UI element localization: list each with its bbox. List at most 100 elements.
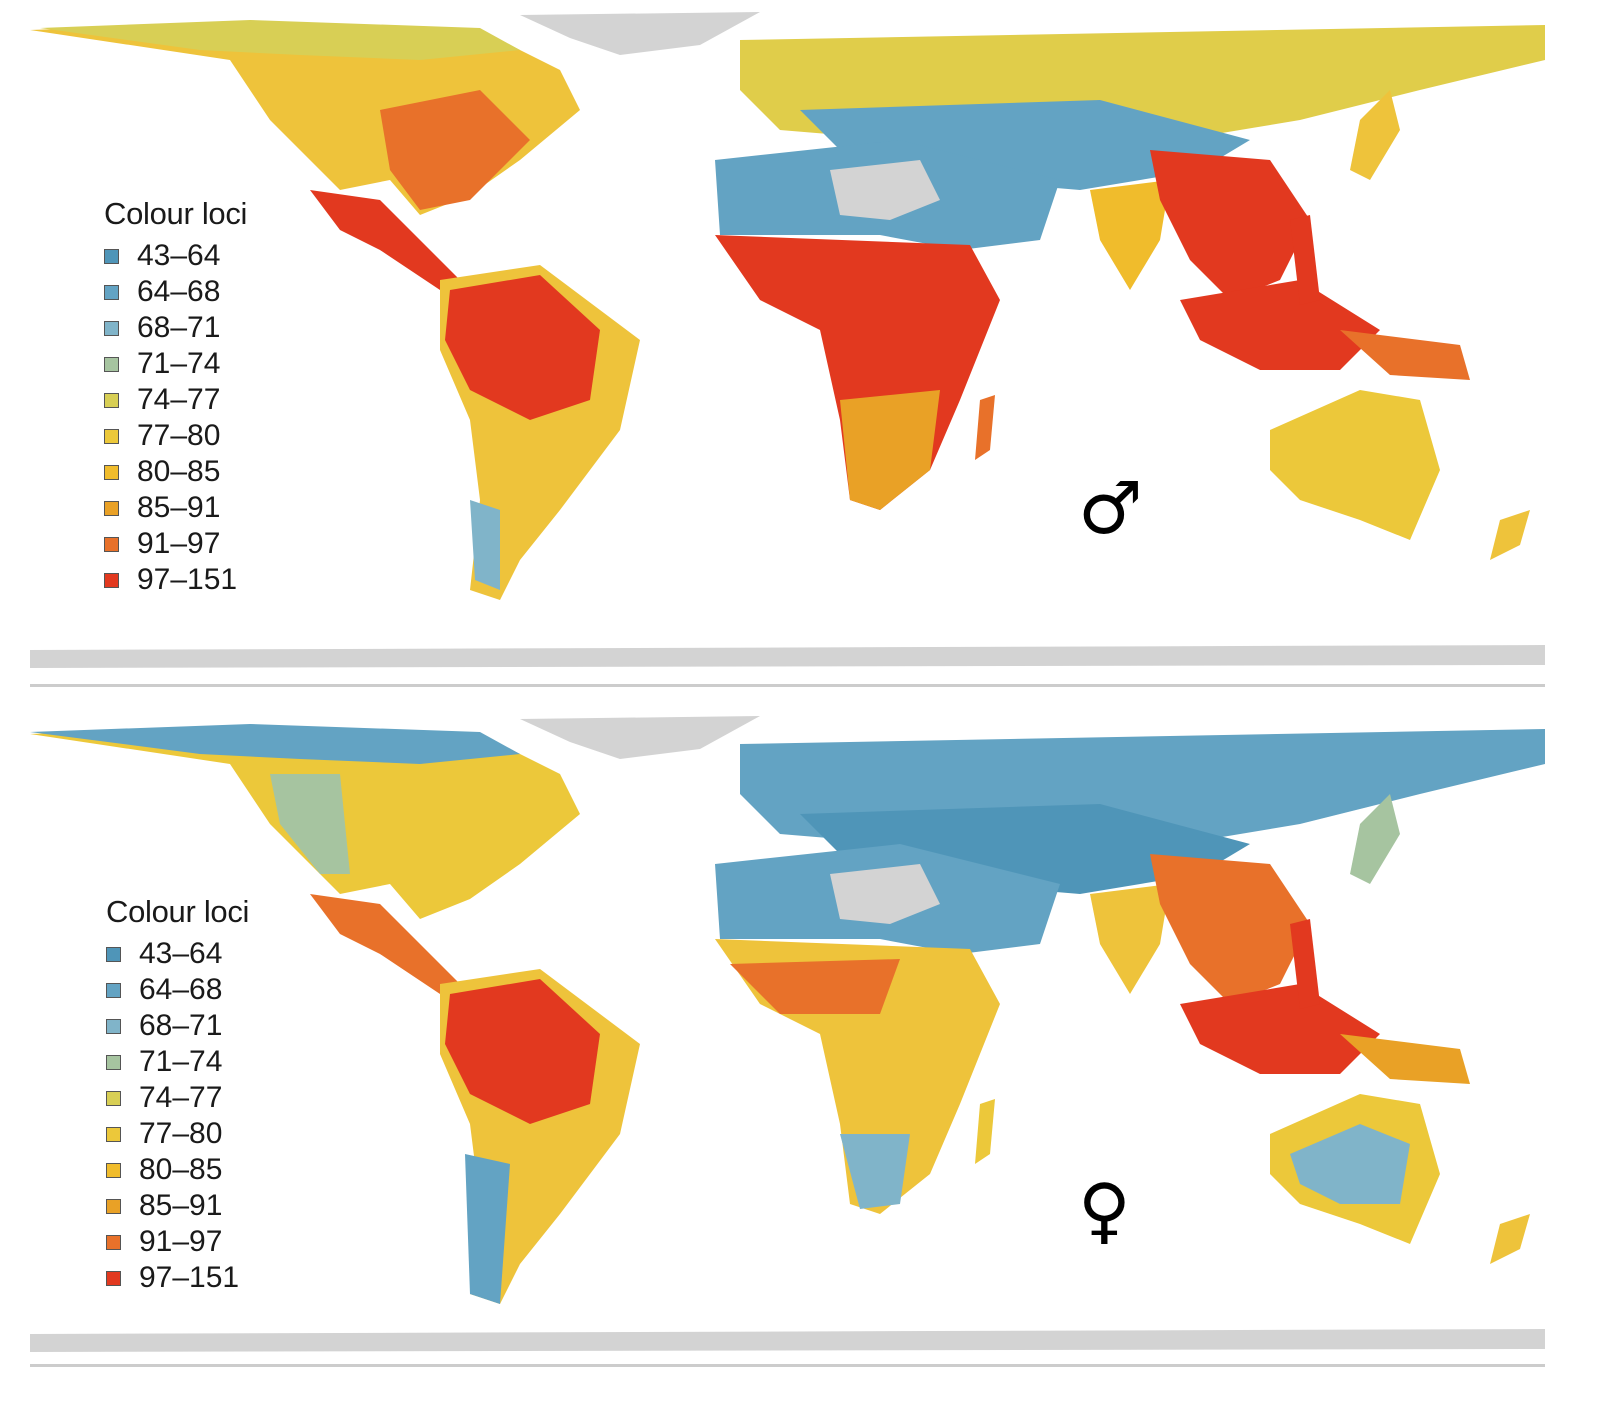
southeast-asia xyxy=(1150,854,1310,1004)
southern-africa xyxy=(840,390,940,510)
legend-swatch xyxy=(106,946,121,962)
legend-label: 97–151 xyxy=(137,563,238,596)
legend-swatch xyxy=(104,536,119,552)
legend-label: 97–151 xyxy=(139,1261,240,1294)
philippines xyxy=(1290,215,1320,305)
legend-label: 74–77 xyxy=(139,1081,223,1114)
legend-swatch xyxy=(106,1162,121,1178)
indonesia xyxy=(1180,984,1380,1074)
legend-title: Colour loci xyxy=(106,894,250,929)
legend-label: 64–68 xyxy=(137,275,221,308)
amazon xyxy=(445,275,600,420)
legend-label: 77–80 xyxy=(139,1117,223,1150)
greenland xyxy=(520,716,760,759)
south-america-south xyxy=(465,1154,510,1304)
legend-item: 97–151 xyxy=(104,562,247,598)
legend-swatch xyxy=(106,1090,121,1106)
legend-male: Colour loci 43–64 64–68 68–71 71–74 74–7… xyxy=(104,196,247,598)
legend-label: 77–80 xyxy=(137,419,221,452)
legend-item: 64–68 xyxy=(106,972,249,1008)
legend-label: 43–64 xyxy=(139,937,223,970)
legend-swatch xyxy=(104,356,119,372)
legend-item: 77–80 xyxy=(104,418,247,454)
female-symbol-icon: ♀ xyxy=(1078,1168,1131,1252)
legend-item: 85–91 xyxy=(106,1188,249,1224)
legend-female: Colour loci 43–64 64–68 68–71 71–74 74–7… xyxy=(106,894,249,1296)
panel-divider xyxy=(30,1364,1545,1367)
legend-label: 80–85 xyxy=(139,1153,223,1186)
north-america-north xyxy=(40,20,520,60)
central-america xyxy=(310,894,460,994)
legend-label: 91–97 xyxy=(137,527,221,560)
legend-item: 97–151 xyxy=(106,1260,249,1296)
amazon xyxy=(445,979,600,1124)
legend-label: 71–74 xyxy=(139,1045,223,1078)
legend-item: 91–97 xyxy=(104,526,247,562)
world-map-female xyxy=(30,716,1545,1367)
central-america xyxy=(310,190,460,290)
legend-label: 68–71 xyxy=(139,1009,223,1042)
legend-item: 71–74 xyxy=(106,1044,249,1080)
new-zealand xyxy=(1490,510,1530,560)
legend-swatch xyxy=(106,1234,121,1250)
west-africa xyxy=(730,959,900,1014)
legend-swatch xyxy=(106,1198,121,1214)
panel-divider xyxy=(30,684,1545,687)
male-symbol-icon: ♂ xyxy=(1078,466,1143,550)
legend-label: 64–68 xyxy=(139,973,223,1006)
southeast-asia xyxy=(1150,150,1310,300)
new-guinea xyxy=(1340,1034,1470,1084)
legend-label: 68–71 xyxy=(137,311,221,344)
legend-label: 85–91 xyxy=(137,491,221,524)
antarctica xyxy=(30,1329,1545,1352)
philippines xyxy=(1290,919,1320,1009)
legend-swatch xyxy=(104,392,119,408)
legend-label: 91–97 xyxy=(139,1225,223,1258)
map-panel-male: Colour loci 43–64 64–68 68–71 71–74 74–7… xyxy=(0,0,1601,690)
legend-swatch xyxy=(106,982,121,998)
sahara-no-data xyxy=(830,160,940,220)
greenland xyxy=(520,12,760,55)
new-zealand xyxy=(1490,1214,1530,1264)
legend-item: 80–85 xyxy=(106,1152,249,1188)
legend-swatch xyxy=(106,1126,121,1142)
japan xyxy=(1350,90,1400,180)
legend-item: 91–97 xyxy=(106,1224,249,1260)
madagascar xyxy=(975,1099,995,1164)
legend-label: 71–74 xyxy=(137,347,221,380)
south-america-south xyxy=(470,500,500,590)
legend-swatch xyxy=(104,248,119,264)
legend-item: 80–85 xyxy=(104,454,247,490)
legend-swatch xyxy=(104,284,119,300)
western-us xyxy=(270,774,350,874)
new-guinea xyxy=(1340,330,1470,380)
eastern-us xyxy=(380,90,530,210)
legend-swatch xyxy=(106,1270,121,1286)
legend-swatch xyxy=(106,1018,121,1034)
australia xyxy=(1270,390,1440,540)
legend-swatch xyxy=(106,1054,121,1070)
japan xyxy=(1350,794,1400,884)
legend-swatch xyxy=(104,320,119,336)
legend-label: 74–77 xyxy=(137,383,221,416)
north-america-north xyxy=(30,724,520,764)
legend-swatch xyxy=(104,428,119,444)
sahara-no-data xyxy=(830,864,940,924)
legend-title: Colour loci xyxy=(104,196,248,231)
legend-item: 74–77 xyxy=(104,382,247,418)
legend-item: 43–64 xyxy=(104,238,247,274)
legend-item: 43–64 xyxy=(106,936,249,972)
map-panel-female: Colour loci 43–64 64–68 68–71 71–74 74–7… xyxy=(0,714,1601,1404)
legend-item: 77–80 xyxy=(106,1116,249,1152)
legend-label: 43–64 xyxy=(137,239,221,272)
legend-swatch xyxy=(104,500,119,516)
antarctica xyxy=(30,645,1545,668)
australia-interior xyxy=(1290,1124,1410,1204)
legend-swatch xyxy=(104,572,119,588)
legend-label: 85–91 xyxy=(139,1189,223,1222)
india xyxy=(1090,180,1170,290)
world-map-male xyxy=(30,12,1545,687)
legend-item: 68–71 xyxy=(106,1008,249,1044)
legend-swatch xyxy=(104,464,119,480)
legend-item: 68–71 xyxy=(104,310,247,346)
